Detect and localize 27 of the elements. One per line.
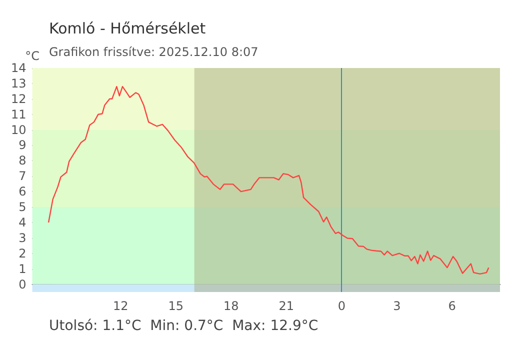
y-tick-label: 5 <box>18 200 26 214</box>
chart-subtitle: Grafikon frissítve: 2025.12.10 8:07 <box>49 45 258 59</box>
y-tick-label: 8 <box>18 154 26 168</box>
x-tick-label: 12 <box>113 299 128 313</box>
y-tick-label: 7 <box>18 169 26 184</box>
y-tick-label: 9 <box>18 138 26 152</box>
x-tick-label: 21 <box>278 299 294 313</box>
y-tick-label: 10 <box>10 122 26 137</box>
text: Utolsó: 1.1°C Min: 0.7°C Max: 12.9°C <box>49 318 318 334</box>
line-series <box>48 86 490 275</box>
y-tick-label: 6 <box>18 184 26 199</box>
y-tick-label: 11 <box>10 107 26 122</box>
chart-title: Komló - Hőmérséklet <box>49 20 206 38</box>
y-tick-label: 0 <box>18 277 26 292</box>
x-tick-label: 3 <box>393 299 401 313</box>
y-tick-label: 4 <box>18 215 26 230</box>
x-tick-label: 0 <box>338 299 346 313</box>
y-tick-label: 1 <box>18 262 26 276</box>
y-tick-label: 12 <box>10 92 26 106</box>
y-axis-title: °C <box>25 49 40 64</box>
y-tick-label: 13 <box>10 76 26 90</box>
y-tick-label: 2 <box>18 246 26 260</box>
x-tick-label: 15 <box>168 299 184 313</box>
y-tick-label: 3 <box>18 230 26 245</box>
y-tick-label: 14 <box>10 61 26 75</box>
x-tick-label: 6 <box>448 299 456 313</box>
x-tick-label: 18 <box>224 299 239 313</box>
